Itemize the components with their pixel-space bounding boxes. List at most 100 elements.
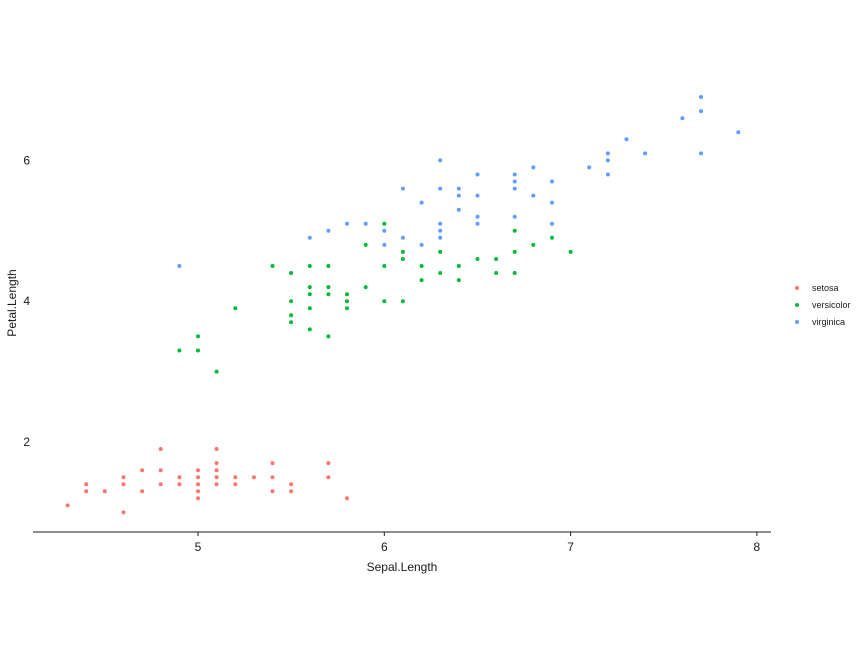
data-point-virginica-31 xyxy=(550,179,554,184)
data-point-virginica-41 xyxy=(699,95,703,99)
data-point-setosa-31 xyxy=(289,482,294,487)
data-point-virginica-42 xyxy=(736,130,741,135)
data-point-setosa-18 xyxy=(196,468,200,473)
data-point-virginica-34 xyxy=(605,158,610,163)
x-axis-ticks: 5 6 7 8 xyxy=(195,532,761,554)
data-point-versicolor-12 xyxy=(307,292,312,297)
legend-label-setosa: setosa xyxy=(812,283,839,293)
data-point-virginica-6 xyxy=(382,228,387,233)
data-point-setosa-22 xyxy=(214,461,219,466)
data-point-virginica-13 xyxy=(438,221,443,226)
data-point-versicolor-16 xyxy=(326,292,331,297)
data-point-virginica-24 xyxy=(512,186,517,191)
data-point-setosa-26 xyxy=(251,475,256,480)
data-point-versicolor-19 xyxy=(345,306,349,311)
data-point-setosa-19 xyxy=(214,482,219,487)
data-point-versicolor-18 xyxy=(326,264,331,268)
data-point-virginica-29 xyxy=(550,221,554,226)
data-point-setosa-11 xyxy=(158,447,163,451)
legend-label-versicolor: versicolor xyxy=(812,300,851,310)
data-point-versicolor-35 xyxy=(456,264,461,268)
data-point-versicolor-3 xyxy=(214,369,219,374)
data-point-versicolor-0 xyxy=(177,348,182,353)
data-point-setosa-28 xyxy=(270,475,275,480)
data-point-setosa-4 xyxy=(121,510,126,515)
data-point-virginica-16 xyxy=(456,207,461,212)
data-point-virginica-14 xyxy=(438,186,443,191)
data-point-versicolor-31 xyxy=(419,264,424,268)
data-point-virginica-18 xyxy=(456,186,461,191)
data-point-virginica-0 xyxy=(177,264,182,268)
data-point-virginica-9 xyxy=(419,242,424,247)
data-point-versicolor-8 xyxy=(289,299,294,304)
data-point-versicolor-1 xyxy=(196,348,200,353)
data-point-setosa-24 xyxy=(233,482,238,487)
data-point-setosa-6 xyxy=(121,475,126,480)
data-point-versicolor-34 xyxy=(456,278,461,283)
data-point-versicolor-6 xyxy=(289,320,294,325)
data-point-setosa-33 xyxy=(326,461,331,466)
data-point-setosa-29 xyxy=(270,461,275,466)
data-point-virginica-33 xyxy=(605,172,610,177)
y-tick-label-2: 2 xyxy=(23,435,30,449)
x-tick-label-6: 6 xyxy=(381,540,388,554)
data-point-setosa-2 xyxy=(84,482,89,487)
data-point-versicolor-22 xyxy=(363,285,368,290)
data-point-virginica-40 xyxy=(699,109,703,114)
data-point-virginica-8 xyxy=(400,186,405,191)
data-point-versicolor-37 xyxy=(494,271,499,275)
data-point-versicolor-33 xyxy=(438,249,443,254)
data-point-versicolor-44 xyxy=(568,249,573,254)
x-tick-label-7: 7 xyxy=(567,540,574,554)
data-point-virginica-17 xyxy=(456,193,461,198)
y-tick-label-4: 4 xyxy=(23,294,30,308)
data-point-virginica-39 xyxy=(699,151,703,156)
legend-key-setosa xyxy=(795,286,799,290)
data-point-setosa-9 xyxy=(158,482,163,487)
data-point-versicolor-14 xyxy=(307,264,312,268)
points-layer xyxy=(65,95,741,515)
data-point-setosa-0 xyxy=(65,503,70,508)
data-point-setosa-10 xyxy=(158,468,163,473)
data-point-setosa-32 xyxy=(326,475,331,480)
data-point-versicolor-40 xyxy=(512,249,517,254)
data-point-virginica-11 xyxy=(438,235,443,240)
data-point-versicolor-29 xyxy=(400,249,405,254)
data-point-versicolor-24 xyxy=(382,299,387,304)
y-axis-title: Petal.Length xyxy=(5,269,19,336)
data-point-virginica-27 xyxy=(531,193,536,198)
data-point-versicolor-20 xyxy=(345,299,349,304)
data-point-virginica-2 xyxy=(326,228,331,233)
data-point-virginica-12 xyxy=(438,228,443,233)
data-point-virginica-25 xyxy=(512,179,517,184)
data-point-versicolor-26 xyxy=(382,221,387,226)
x-tick-label-8: 8 xyxy=(754,540,761,554)
legend: setosa versicolor virginica xyxy=(795,283,851,327)
data-point-versicolor-15 xyxy=(326,334,331,339)
data-point-setosa-17 xyxy=(196,475,200,480)
data-point-setosa-23 xyxy=(214,447,219,451)
data-point-setosa-3 xyxy=(102,489,107,494)
data-point-virginica-21 xyxy=(475,193,480,198)
data-point-versicolor-2 xyxy=(196,334,200,339)
data-point-virginica-37 xyxy=(643,151,648,156)
data-point-versicolor-23 xyxy=(363,242,368,247)
legend-key-versicolor xyxy=(795,303,799,307)
data-point-versicolor-27 xyxy=(400,299,405,304)
data-point-setosa-20 xyxy=(214,475,219,480)
data-point-virginica-15 xyxy=(438,158,443,163)
data-point-setosa-5 xyxy=(121,482,126,487)
data-point-setosa-14 xyxy=(196,496,200,501)
data-point-versicolor-9 xyxy=(289,271,294,275)
data-point-setosa-27 xyxy=(270,489,275,494)
data-point-versicolor-17 xyxy=(326,285,331,290)
data-point-versicolor-10 xyxy=(307,327,312,332)
data-point-virginica-23 xyxy=(512,214,517,219)
data-point-setosa-13 xyxy=(177,475,182,480)
data-point-versicolor-25 xyxy=(382,264,387,268)
data-point-versicolor-30 xyxy=(419,278,424,283)
data-point-setosa-8 xyxy=(140,468,145,473)
data-point-versicolor-43 xyxy=(550,235,554,240)
data-point-virginica-20 xyxy=(475,214,480,219)
